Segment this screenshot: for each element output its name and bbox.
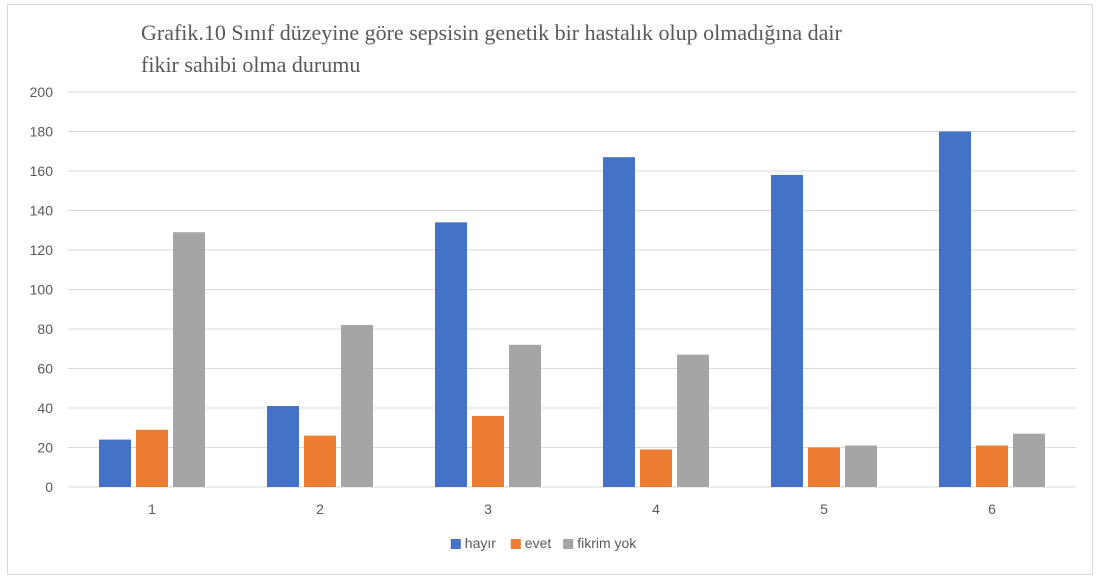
y-tick-label: 100: [30, 282, 54, 298]
y-tick-label: 60: [37, 361, 53, 377]
bar-hayır-3: [435, 222, 467, 487]
bar-hayır-6: [939, 131, 971, 487]
y-tick-label: 140: [30, 203, 54, 219]
legend-swatch-hayır: [450, 539, 461, 549]
y-tick-label: 160: [30, 163, 54, 179]
bar-fikrim-yok-4: [677, 354, 709, 487]
legend-label: hayır: [465, 535, 496, 551]
bar-fikrim-yok-3: [509, 344, 541, 487]
y-tick-label: 200: [30, 84, 54, 100]
bar-hayır-4: [603, 157, 635, 488]
bar-hayır-2: [267, 406, 299, 487]
x-tick-label: 6: [988, 501, 996, 517]
bar-evet-6: [976, 445, 1008, 487]
bar-evet-2: [304, 435, 336, 487]
bar-evet-4: [640, 449, 672, 487]
bar-fikrim-yok-2: [341, 325, 373, 487]
chart-title-line-1: Grafik.10 Sınıf düzeyine göre sepsisin g…: [141, 20, 842, 45]
legend-label: evet: [525, 535, 552, 551]
bar-fikrim-yok-1: [173, 232, 205, 487]
x-tick-label: 4: [652, 501, 660, 517]
bar-evet-5: [808, 447, 840, 487]
legend-label: fikrim yok: [577, 535, 637, 551]
bar-evet-3: [472, 415, 504, 487]
bar-evet-1: [136, 429, 168, 487]
y-tick-label: 20: [37, 440, 53, 456]
legend-swatch-evet: [510, 539, 521, 549]
chart-title-line-2: fikir sahibi olma durumu: [141, 52, 360, 77]
x-tick-label: 1: [148, 501, 156, 517]
bar-fikrim-yok-6: [1013, 433, 1045, 487]
bar-hayır-5: [771, 174, 803, 487]
y-tick-label: 40: [37, 400, 53, 416]
y-tick-label: 180: [30, 124, 54, 140]
legend-swatch-fikrim-yok: [563, 539, 574, 549]
x-tick-label: 5: [820, 501, 828, 517]
x-tick-label: 3: [484, 501, 492, 517]
bar-fikrim-yok-5: [845, 445, 877, 487]
y-tick-label: 80: [37, 321, 53, 337]
x-tick-label: 2: [316, 501, 324, 517]
y-tick-label: 0: [45, 479, 53, 495]
bar-hayır-1: [99, 439, 131, 487]
y-tick-label: 120: [30, 242, 54, 258]
